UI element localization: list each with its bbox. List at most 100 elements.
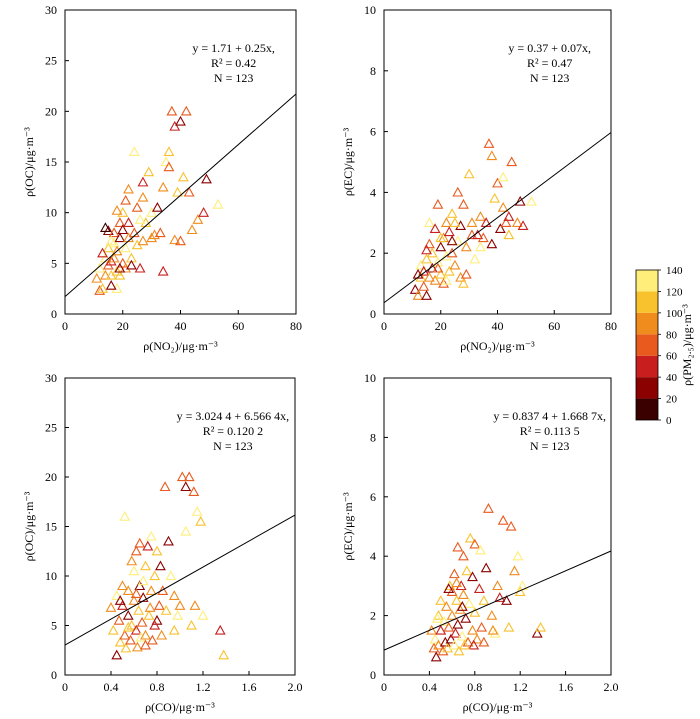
scatter-point	[435, 268, 447, 279]
colorbar: ρ(PM₂.₅)/μg·m⁻³ 0 20 40 60 80 100 120 140	[635, 265, 694, 427]
scatter-point	[128, 565, 140, 576]
scatter-point	[114, 636, 126, 647]
scatter-point	[97, 247, 108, 258]
x-tick-label: 0	[381, 319, 387, 333]
scatter-point	[438, 615, 450, 626]
scatter-point	[452, 541, 464, 552]
colorbar-segment	[636, 377, 658, 399]
annotation-n: N = 123	[213, 439, 252, 453]
x-axis-label: ρ(NO₂)/μg·m⁻³	[460, 339, 535, 353]
scatter-point	[177, 171, 189, 182]
scatter-point	[432, 256, 444, 267]
scatter-point	[111, 205, 123, 215]
y-axis-label: ρ(EC)/μg·m⁻³	[341, 127, 355, 196]
scatter-point	[146, 232, 158, 243]
scatter-point	[451, 577, 463, 588]
scatter-point	[409, 284, 421, 294]
y-tick-label: 0	[370, 668, 376, 682]
colorbar-segment	[636, 334, 658, 356]
scatter-point	[172, 609, 184, 620]
scatter-point	[473, 583, 485, 594]
scatter-point	[108, 252, 120, 263]
scatter-point	[486, 609, 498, 620]
y-tick-label: 25	[45, 421, 57, 435]
x-tick-label: 0.8	[467, 680, 482, 694]
scatter-point	[136, 616, 148, 627]
scatter-point	[438, 277, 450, 288]
x-tick-label: 0	[62, 319, 68, 333]
y-tick-label: 10	[45, 569, 57, 583]
x-axis-label: ρ(NO₂)/μg·m⁻³	[143, 339, 218, 353]
y-tick-label: 2	[370, 246, 376, 260]
y-tick-label: 5	[51, 256, 57, 270]
plot-frame	[383, 377, 612, 676]
x-tick-label: 0	[381, 680, 387, 694]
scatter-point	[175, 235, 186, 246]
x-tick-label: 0.4	[104, 680, 119, 694]
regression-line	[383, 132, 612, 304]
scatter-point	[446, 586, 458, 596]
x-tick-label: 20	[117, 319, 129, 333]
annotation-equation: y = 3.024 4 + 6.566 4x,	[177, 409, 290, 423]
scatter-point	[514, 586, 526, 596]
scatter-point	[443, 226, 455, 237]
x-tick-label: 80	[605, 319, 617, 333]
scatter-point	[180, 481, 192, 492]
annotation-n: N = 123	[214, 71, 253, 85]
colorbar-tick-label: 140	[666, 265, 683, 277]
scatter-point	[460, 612, 472, 623]
scatter-point	[163, 146, 175, 157]
scatter-point	[111, 245, 123, 256]
scatter-point	[111, 649, 123, 660]
x-tick-label: 1.6	[558, 680, 573, 694]
scatter-point	[440, 274, 452, 285]
scatter-point	[500, 217, 512, 227]
scatter-point	[452, 235, 464, 246]
scatter-point	[466, 217, 478, 227]
scatter-point	[120, 194, 132, 205]
scatter-point	[108, 227, 120, 238]
scatter-point	[176, 471, 188, 482]
scatter-point	[489, 192, 501, 203]
scatter-point	[511, 217, 523, 227]
scatter-point	[137, 575, 149, 586]
colorbar-tick-label: 120	[666, 286, 683, 298]
scatter-point	[415, 259, 427, 270]
scatter-point	[449, 259, 461, 270]
scatter-point	[443, 265, 455, 276]
x-tick-label: 2.0	[604, 680, 619, 694]
scatter-point	[180, 105, 192, 116]
x-tick-label: 20	[435, 319, 447, 333]
scatter-point	[175, 115, 186, 126]
scatter-point	[114, 595, 126, 605]
scatter-point	[125, 259, 137, 270]
scatter-point	[114, 232, 126, 243]
x-tick-label: 1.2	[513, 680, 528, 694]
annotation-r2: R² = 0.47	[527, 56, 572, 70]
scatter-point	[99, 222, 111, 233]
scatter-point	[461, 565, 473, 576]
scatter-point	[448, 639, 460, 650]
scatter-point	[446, 609, 458, 620]
scatter-point	[156, 629, 168, 640]
scatter-point	[117, 224, 129, 235]
y-tick-label: 0	[370, 307, 376, 321]
scatter-point	[130, 545, 142, 556]
scatter-point	[146, 634, 158, 645]
scatter-point	[435, 624, 447, 635]
scatter-point	[144, 602, 156, 612]
scatter-point	[149, 619, 161, 630]
scatter-point	[458, 589, 469, 599]
scatter-point	[449, 217, 461, 227]
colorbar-tick-label: 100	[666, 308, 683, 320]
y-tick-label: 6	[370, 490, 376, 504]
scatter-point	[412, 268, 424, 279]
scatter-point	[151, 201, 163, 212]
scatter-point	[123, 183, 134, 194]
y-tick-label: 10	[364, 3, 376, 17]
annotation-r2: R² = 0.113 5	[520, 424, 580, 438]
scatter-point	[137, 235, 149, 246]
scatter-point	[452, 618, 464, 629]
scatter-point	[174, 600, 186, 610]
